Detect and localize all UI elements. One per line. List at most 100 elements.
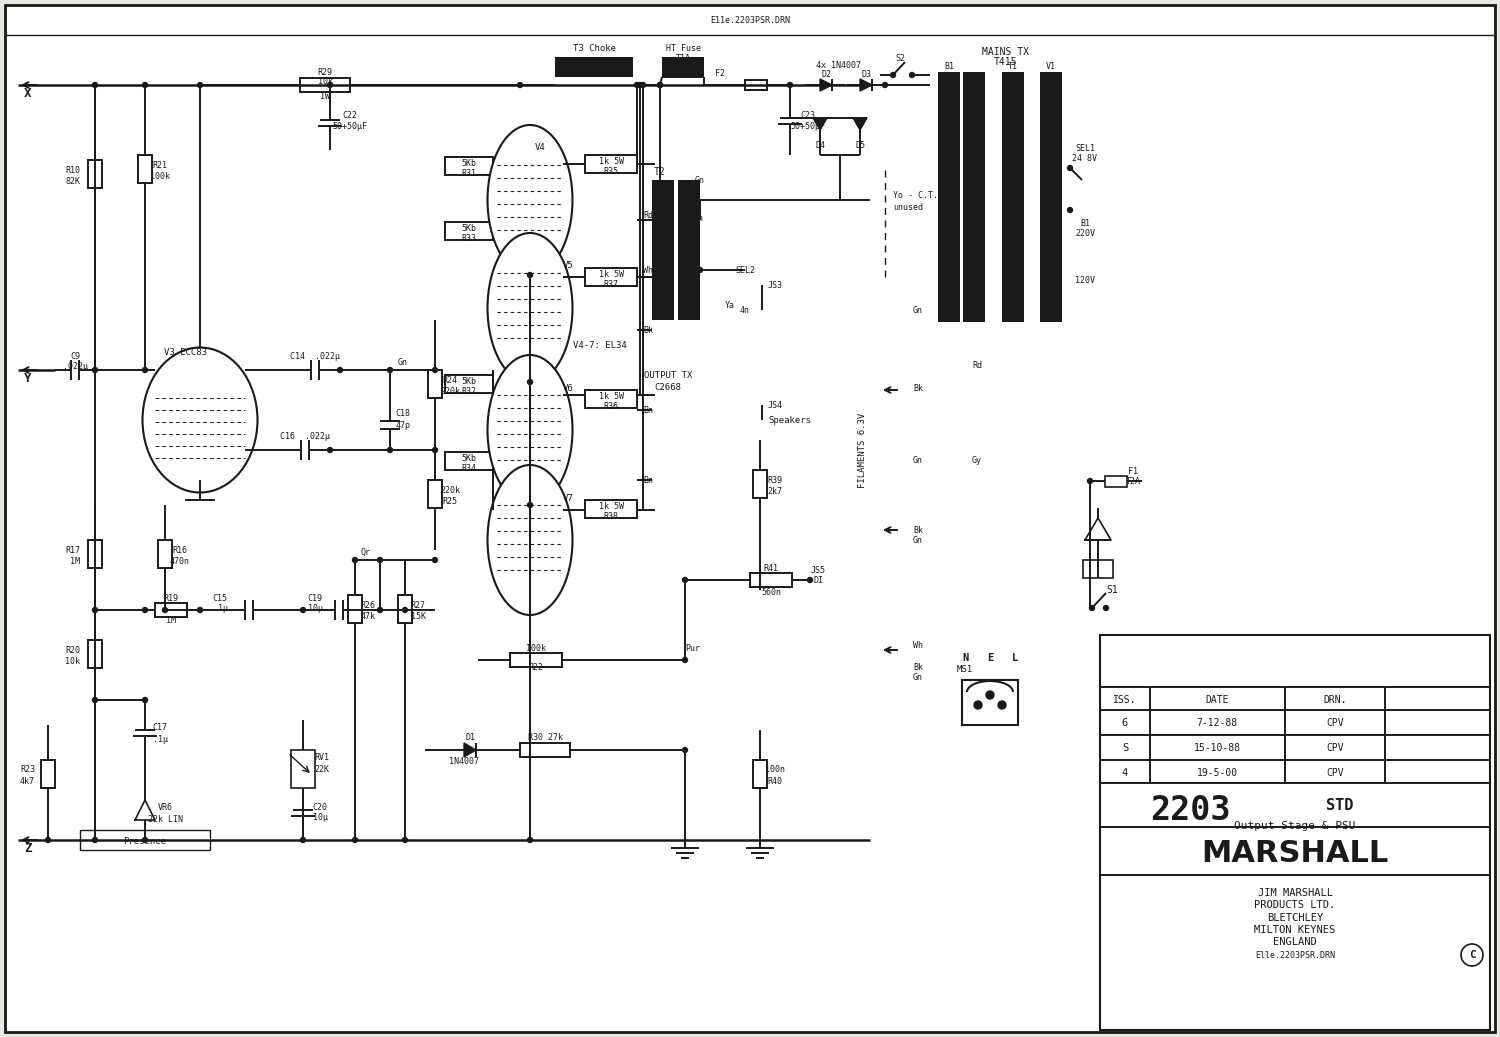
Bar: [398, 595, 412, 623]
Circle shape: [93, 83, 98, 87]
Text: 1k 5W: 1k 5W: [598, 392, 624, 400]
Text: 470n: 470n: [170, 557, 190, 565]
Text: DRN.: DRN.: [1323, 695, 1347, 705]
Text: 1M: 1M: [70, 557, 80, 565]
Circle shape: [300, 838, 306, 842]
Text: R29: R29: [318, 67, 333, 77]
Text: Speakers: Speakers: [768, 416, 812, 424]
Circle shape: [142, 608, 147, 613]
Ellipse shape: [488, 125, 573, 275]
Bar: [652, 180, 674, 320]
Text: Yn: Yn: [690, 290, 700, 300]
Circle shape: [432, 367, 438, 372]
Bar: [585, 390, 638, 408]
Text: L: L: [1013, 653, 1019, 663]
Text: Gn: Gn: [398, 358, 408, 366]
Text: OUTPUT TX: OUTPUT TX: [644, 370, 692, 380]
Text: C22: C22: [342, 111, 357, 119]
Text: 2k7: 2k7: [768, 486, 783, 496]
Text: 2203: 2203: [1149, 794, 1230, 828]
Text: C18: C18: [396, 409, 411, 418]
Text: V6: V6: [562, 384, 573, 392]
Circle shape: [682, 657, 687, 663]
Circle shape: [807, 578, 813, 583]
Bar: [88, 160, 102, 188]
Text: JS4: JS4: [768, 400, 783, 410]
Bar: [138, 155, 152, 183]
Bar: [555, 57, 633, 77]
Bar: [446, 222, 494, 240]
Text: Bn: Bn: [644, 476, 652, 484]
Text: S: S: [1122, 742, 1128, 753]
Bar: [662, 57, 704, 77]
Ellipse shape: [488, 233, 573, 383]
Text: MARSHALL: MARSHALL: [1202, 840, 1389, 869]
Text: D5: D5: [855, 140, 865, 149]
Circle shape: [1088, 478, 1092, 483]
Text: 100n: 100n: [765, 765, 784, 775]
Text: V5: V5: [562, 260, 573, 270]
Text: D4: D4: [815, 140, 825, 149]
Text: Wh: Wh: [644, 265, 652, 275]
Text: C16  .022μ: C16 .022μ: [280, 431, 330, 441]
Text: 100k: 100k: [150, 171, 170, 180]
Ellipse shape: [488, 355, 573, 505]
Text: Rd: Rd: [644, 211, 652, 220]
Text: R35: R35: [603, 167, 618, 175]
Text: T1: T1: [1008, 61, 1019, 71]
Text: 4k7: 4k7: [20, 777, 34, 785]
Text: .022μ: .022μ: [63, 362, 87, 370]
Text: 5Kb: 5Kb: [462, 376, 477, 386]
Text: FILAMENTS 6.3V: FILAMENTS 6.3V: [858, 413, 867, 487]
Text: 4x 1N4007: 4x 1N4007: [816, 60, 861, 69]
Circle shape: [909, 73, 915, 78]
Text: F2: F2: [716, 68, 724, 78]
Bar: [510, 653, 562, 667]
Bar: [40, 760, 56, 788]
Text: 5Kb: 5Kb: [462, 224, 477, 232]
Circle shape: [352, 558, 357, 562]
Circle shape: [198, 83, 202, 87]
Bar: [938, 72, 960, 323]
Circle shape: [142, 83, 147, 87]
Text: R24: R24: [442, 375, 458, 385]
Text: 220k: 220k: [440, 485, 460, 495]
Circle shape: [657, 83, 663, 87]
Circle shape: [698, 268, 702, 273]
Text: Yo - C.T.: Yo - C.T.: [892, 191, 938, 199]
Bar: [585, 155, 638, 173]
Text: R39: R39: [768, 476, 783, 484]
Text: 1k 5W: 1k 5W: [598, 502, 624, 510]
Text: CPV: CPV: [1326, 768, 1344, 778]
Text: D3: D3: [861, 69, 871, 79]
Circle shape: [300, 608, 306, 613]
Text: 1M: 1M: [166, 616, 176, 624]
Text: 10μ: 10μ: [308, 604, 322, 613]
Text: R21: R21: [153, 161, 168, 169]
Text: T3 Choke: T3 Choke: [573, 44, 615, 53]
Bar: [446, 375, 494, 393]
Bar: [753, 470, 766, 498]
Circle shape: [528, 273, 532, 278]
Text: R38: R38: [603, 511, 618, 521]
Text: R36: R36: [603, 401, 618, 411]
Text: V4-7: EL34: V4-7: EL34: [573, 340, 627, 349]
Circle shape: [1104, 606, 1108, 611]
Text: 15-10-88: 15-10-88: [1194, 742, 1240, 753]
Text: DI: DI: [813, 576, 824, 585]
Bar: [520, 742, 570, 757]
Text: T2A: T2A: [1125, 476, 1140, 485]
Text: STD: STD: [1326, 797, 1353, 813]
Circle shape: [682, 578, 687, 583]
Circle shape: [1089, 606, 1095, 611]
Bar: [446, 157, 494, 175]
Bar: [1083, 560, 1113, 578]
Text: Qr: Qr: [360, 548, 370, 557]
Circle shape: [338, 367, 342, 372]
Text: MAINS TX: MAINS TX: [981, 47, 1029, 57]
Bar: [88, 540, 102, 568]
Text: SEL2: SEL2: [735, 265, 754, 275]
Circle shape: [378, 558, 382, 562]
Text: R19: R19: [164, 593, 178, 602]
Text: 19-5-00: 19-5-00: [1197, 768, 1237, 778]
